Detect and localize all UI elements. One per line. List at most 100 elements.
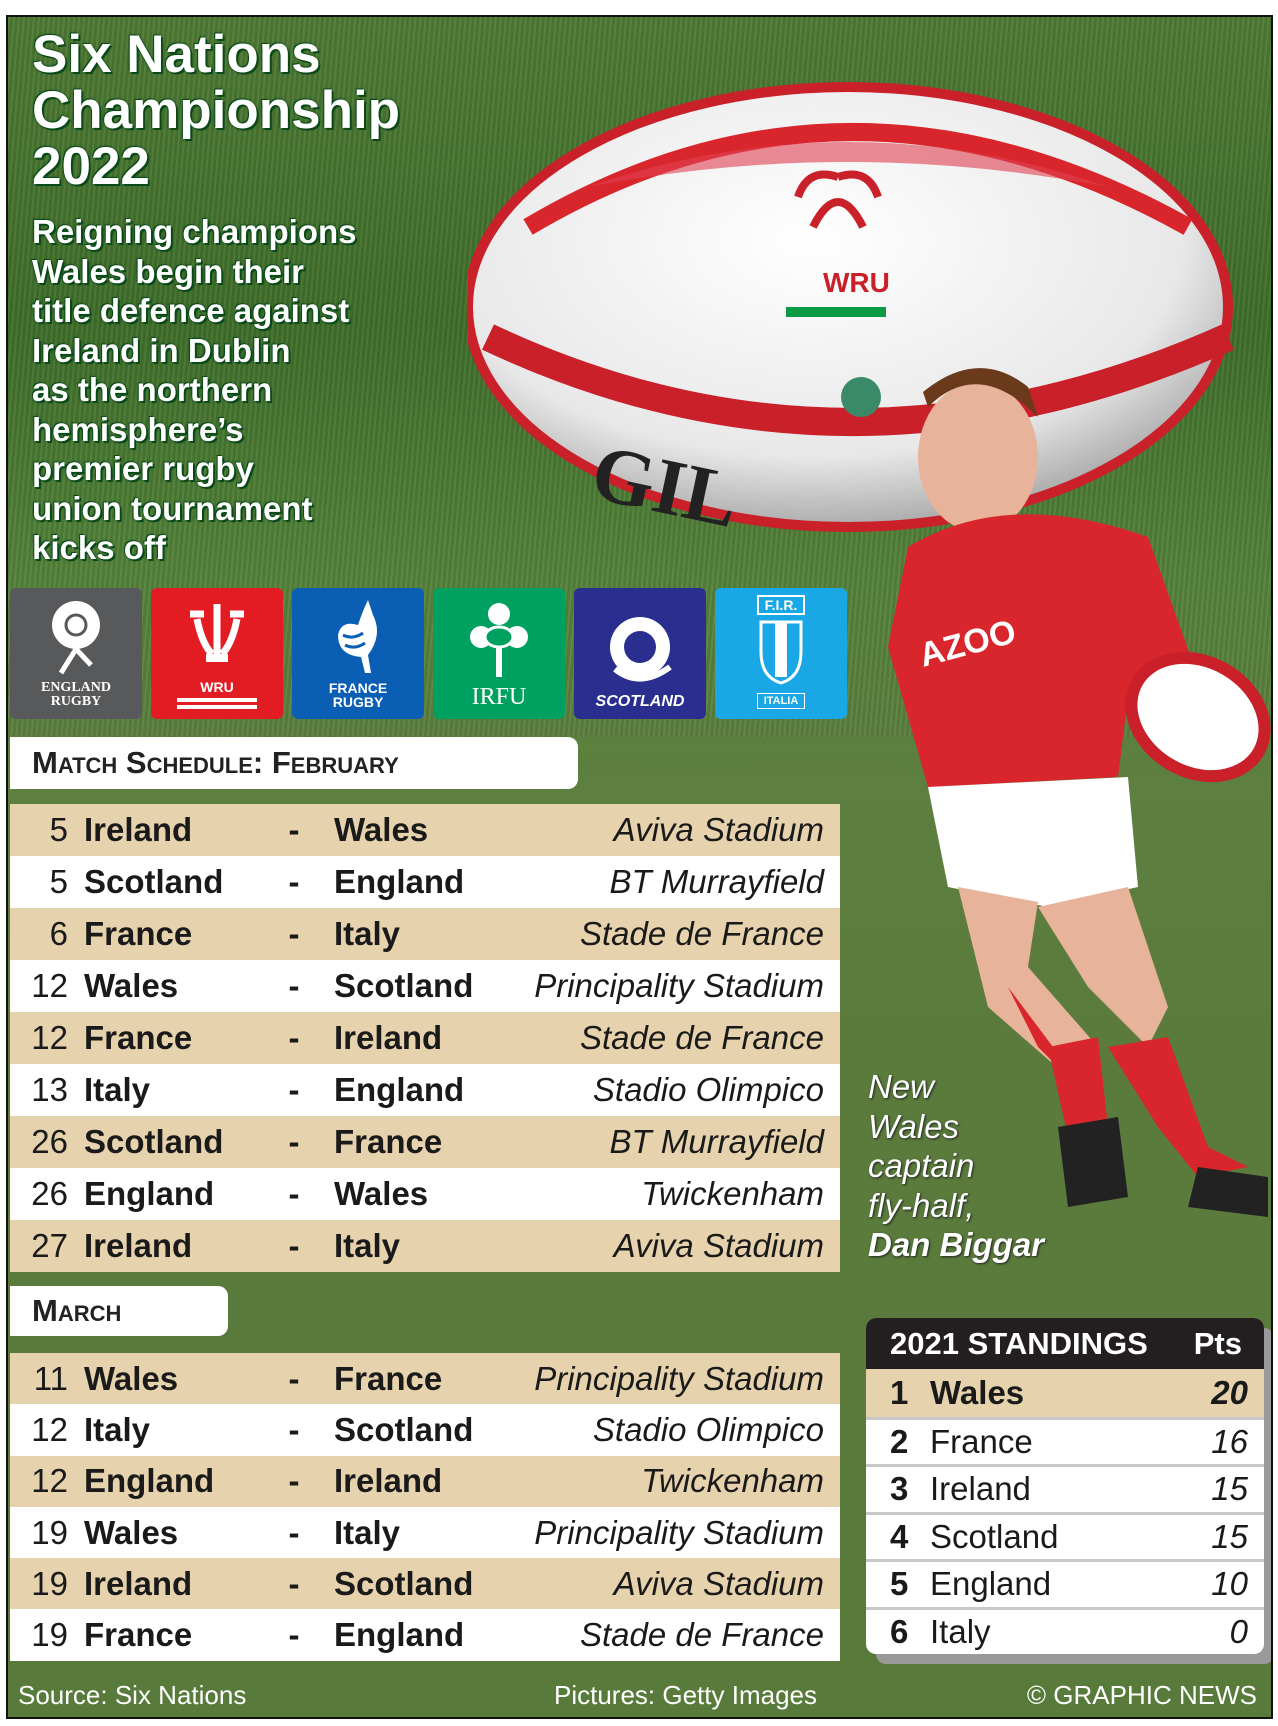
versus-dash: - bbox=[288, 1616, 300, 1654]
standings-row: 1 Wales 20 bbox=[866, 1369, 1264, 1417]
match-day: 19 bbox=[31, 1616, 68, 1654]
caption-line: New bbox=[868, 1068, 935, 1105]
march-header: March bbox=[10, 1286, 228, 1336]
england-rugby-logo: ENGLAND RUGBY bbox=[10, 588, 142, 719]
source-credit: Source: Six Nations bbox=[18, 1680, 247, 1710]
versus-dash: - bbox=[288, 863, 300, 900]
shamrock-icon bbox=[470, 603, 528, 677]
points: 10 bbox=[1211, 1565, 1248, 1603]
home-team: France bbox=[84, 1019, 193, 1056]
title-line: Championship bbox=[32, 81, 401, 140]
caption-line: Wales bbox=[868, 1107, 960, 1145]
page-title: Six Nations Championship 2022 bbox=[32, 27, 400, 195]
away-team: Ireland bbox=[334, 1462, 443, 1500]
rank-number: 6 bbox=[890, 1612, 909, 1650]
venue: Aviva Stadium bbox=[613, 811, 824, 848]
title-line: 2022 bbox=[32, 137, 150, 196]
venue: BT Murrayfield bbox=[609, 1123, 824, 1160]
match-row: 5 Ireland - Wales Aviva Stadium bbox=[10, 804, 840, 856]
venue: BT Murrayfield bbox=[609, 863, 824, 900]
home-team: Italy bbox=[84, 1410, 151, 1448]
match-day: 6 bbox=[49, 915, 68, 952]
rank-number: 3 bbox=[890, 1470, 909, 1508]
venue: Aviva Stadium bbox=[613, 1227, 824, 1264]
home-team: Ireland bbox=[84, 1227, 193, 1264]
scotland-rugby-logo: SCOTLAND bbox=[574, 588, 706, 719]
points: 0 bbox=[1229, 1612, 1248, 1650]
italy-fir-logo: F.I.R. ITALIA bbox=[715, 588, 847, 719]
match-day: 5 bbox=[49, 811, 68, 848]
away-team: France bbox=[334, 1359, 443, 1397]
venue: Twickenham bbox=[641, 1175, 824, 1212]
logo-subtext: ITALIA bbox=[756, 693, 806, 709]
team-name: Italy bbox=[930, 1612, 991, 1650]
match-row: 19 Wales - Italy Principality Stadium bbox=[10, 1506, 840, 1559]
logo-text: IRFU bbox=[471, 684, 527, 710]
match-row: 19 Ireland - Scotland Aviva Stadium bbox=[10, 1558, 840, 1610]
caption-line: fly-half, bbox=[868, 1186, 975, 1224]
versus-dash: - bbox=[288, 1071, 300, 1108]
versus-dash: - bbox=[288, 811, 300, 848]
logo-text: WRU bbox=[200, 679, 234, 695]
venue: Stadio Olimpico bbox=[592, 1071, 824, 1108]
match-row: 6 France - Italy Stade de France bbox=[10, 908, 840, 960]
away-team: England bbox=[334, 863, 465, 900]
home-team: Ireland bbox=[84, 811, 193, 848]
standings-row: 5 England 10 bbox=[866, 1559, 1264, 1607]
points: 20 bbox=[1211, 1373, 1248, 1411]
versus-dash: - bbox=[288, 1513, 300, 1551]
match-day: 26 bbox=[31, 1175, 68, 1212]
standings-row: 6 Italy 0 bbox=[866, 1606, 1264, 1655]
home-team: England bbox=[84, 1462, 215, 1500]
home-team: Wales bbox=[84, 1513, 179, 1551]
match-row: 11 Wales - France Principality Stadium bbox=[10, 1353, 840, 1405]
versus-dash: - bbox=[288, 1359, 300, 1397]
thistle-icon bbox=[610, 617, 672, 682]
points: 16 bbox=[1211, 1422, 1248, 1460]
match-day: 26 bbox=[31, 1123, 68, 1160]
away-team: Italy bbox=[334, 1227, 401, 1264]
february-schedule-table: 5 Ireland - Wales Aviva Stadium 5 Scotland - Eng… bbox=[10, 804, 840, 1272]
team-logos: ENGLAND RUGBY WRU FRANCE RUGBY IRFU SCOT… bbox=[10, 588, 847, 719]
home-team: France bbox=[84, 915, 193, 952]
standings-row: 4 Scotland 15 bbox=[866, 1511, 1264, 1560]
away-team: Italy bbox=[334, 915, 401, 952]
caption-line: captain bbox=[868, 1147, 975, 1184]
away-team: France bbox=[334, 1123, 443, 1160]
match-row: 5 Scotland - England BT Murrayfield bbox=[10, 856, 840, 908]
infographic: WRU GIL AZOO Six Nations Championship 20… bbox=[6, 15, 1273, 1719]
away-team: Wales bbox=[334, 811, 429, 848]
away-team: England bbox=[334, 1616, 465, 1654]
logo-text: SCOTLAND bbox=[595, 693, 685, 710]
match-day: 11 bbox=[33, 1359, 68, 1397]
points-column-label: Pts bbox=[1193, 1325, 1242, 1361]
versus-dash: - bbox=[288, 1123, 300, 1160]
rooster-icon bbox=[338, 600, 377, 673]
versus-dash: - bbox=[288, 1019, 300, 1056]
rank-number: 1 bbox=[890, 1373, 909, 1411]
away-team: Scotland bbox=[334, 967, 474, 1004]
logo-text: FRANCE RUGBY bbox=[328, 680, 388, 710]
home-team: Wales bbox=[84, 967, 179, 1004]
france-rugby-logo: FRANCE RUGBY bbox=[292, 588, 424, 719]
home-team: Scotland bbox=[84, 1123, 224, 1160]
ball-wru-text: WRU bbox=[823, 267, 890, 298]
away-team: Wales bbox=[334, 1175, 429, 1212]
pictures-credit: Pictures: Getty Images bbox=[554, 1680, 817, 1710]
subtitle: Reigning champions Wales begin their tit… bbox=[32, 213, 357, 566]
standings-row: 3 Ireland 15 bbox=[866, 1464, 1264, 1512]
versus-dash: - bbox=[288, 1564, 300, 1602]
rose-icon bbox=[52, 601, 100, 675]
standings-title: 2021 STANDINGS bbox=[890, 1325, 1148, 1361]
team-name: Wales bbox=[930, 1373, 1025, 1411]
wru-logo: WRU bbox=[151, 588, 283, 719]
standings-header: 2021 STANDINGS Pts bbox=[866, 1318, 1264, 1369]
versus-dash: - bbox=[288, 1175, 300, 1212]
logo-text: ENGLAND RUGBY bbox=[40, 680, 111, 709]
march-schedule-table: 11 Wales - France Principality Stadium 12 Ital… bbox=[10, 1353, 840, 1661]
versus-dash: - bbox=[288, 1462, 300, 1500]
standings-row: 2 France 16 bbox=[866, 1416, 1264, 1465]
prince-of-wales-feathers-icon bbox=[190, 604, 244, 662]
rank-number: 5 bbox=[890, 1565, 909, 1603]
away-team: Scotland bbox=[334, 1410, 474, 1448]
